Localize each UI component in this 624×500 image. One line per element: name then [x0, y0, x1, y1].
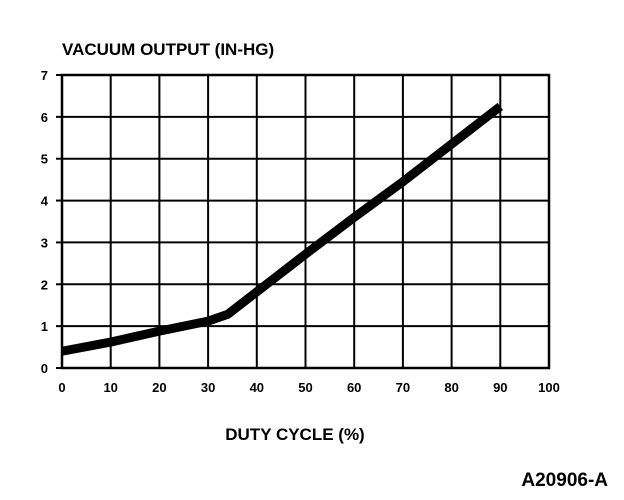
chart-title: VACUUM OUTPUT (IN-HG) [62, 40, 274, 59]
axis-ticks: 0 10 20 30 40 50 60 70 80 90 100 0 1 2 3 4 5 6 7 [41, 68, 560, 395]
plot-border [60, 73, 551, 370]
y-tick-label: 6 [41, 110, 48, 125]
y-tick-label: 4 [41, 194, 49, 209]
series-layer [61, 102, 504, 356]
x-tick-label: 20 [152, 380, 166, 395]
vacuum-output-line [61, 102, 504, 356]
x-tick-label: 80 [444, 380, 458, 395]
x-tick-label: 40 [250, 380, 264, 395]
x-tick-label: 30 [201, 380, 215, 395]
x-tick-label: 50 [298, 380, 312, 395]
y-tick-label: 2 [41, 277, 48, 292]
y-tick-label: 3 [41, 235, 48, 250]
y-tick-label: 7 [41, 68, 48, 83]
x-tick-label: 100 [538, 380, 560, 395]
y-tick-label: 5 [41, 152, 48, 167]
figure-reference-id: A20906-A [521, 470, 608, 491]
y-tick-label: 0 [41, 361, 48, 376]
x-axis-label: DUTY CYCLE (%) [225, 425, 364, 444]
y-tick-label: 1 [41, 319, 48, 334]
x-tick-label: 60 [347, 380, 361, 395]
grid [60, 73, 551, 370]
x-tick-label: 90 [493, 380, 507, 395]
x-tick-label: 70 [396, 380, 410, 395]
x-tick-label: 0 [58, 380, 65, 395]
x-tick-label: 10 [103, 380, 117, 395]
